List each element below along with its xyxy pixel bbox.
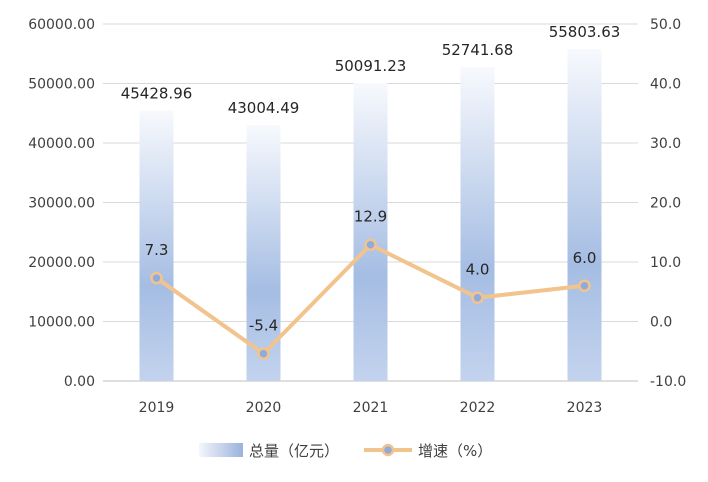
x-axis-tick-label: 2020 — [246, 400, 282, 416]
right-axis-tick-label: 50.0 — [650, 17, 681, 33]
left-axis-tick-label: 50000.00 — [28, 77, 95, 93]
line-marker — [471, 291, 484, 304]
left-axis-tick-label: 10000.00 — [28, 315, 95, 331]
line-marker — [578, 279, 591, 293]
left-axis-tick-label: 20000.00 — [28, 255, 95, 271]
bar — [567, 48, 602, 381]
left-axis: 0.00 10000.00 20000.00 30000.00 40000.00 5000… — [28, 17, 95, 390]
left-axis-tick-label: 30000.00 — [28, 196, 95, 212]
bar — [460, 67, 495, 381]
line-marker — [150, 271, 163, 285]
left-axis-tick-label: 60000.00 — [28, 17, 95, 33]
line-data-label: 7.3 — [145, 241, 169, 259]
bar-series — [139, 48, 602, 381]
legend-bar-swatch — [199, 443, 243, 457]
bar-data-label: 50091.23 — [335, 57, 407, 75]
x-axis-tick-label: 2019 — [139, 400, 175, 416]
right-axis-tick-label: 20.0 — [650, 196, 681, 212]
right-axis-tick-label: -10.0 — [650, 374, 686, 390]
right-axis-tick-label: 30.0 — [650, 136, 681, 152]
left-axis-tick-label: 0.00 — [64, 374, 95, 390]
right-axis-tick-label: 40.0 — [650, 77, 681, 93]
bar — [353, 82, 388, 381]
x-axis-tick-label: 2022 — [460, 400, 496, 416]
line-data-label: 12.9 — [354, 208, 387, 226]
legend: 总量（亿元） 增速（%） — [199, 442, 492, 460]
bar-data-labels: 45428.96 43004.49 50091.23 52741.68 55803.63 — [121, 23, 621, 117]
line-marker — [257, 347, 270, 360]
legend-bar-label: 总量（亿元） — [249, 442, 339, 460]
legend-item-line: 增速（%） — [364, 442, 492, 460]
line-data-label: 6.0 — [573, 249, 597, 267]
line-series — [150, 238, 591, 360]
x-axis-tick-label: 2023 — [567, 400, 603, 416]
bar-data-label: 55803.63 — [549, 23, 621, 41]
line-data-label: -5.4 — [249, 317, 278, 335]
line-marker — [364, 238, 377, 251]
legend-line-label: 增速（%） — [418, 442, 492, 460]
right-axis: -10.0 0.0 10.0 20.0 30.0 40.0 50.0 — [650, 17, 686, 390]
bar-data-label: 45428.96 — [121, 85, 193, 103]
bar — [246, 125, 281, 381]
x-axis: 2019 2020 2021 2022 2023 — [139, 400, 603, 416]
line-data-labels: 7.3 -5.4 12.9 4.0 6.0 — [145, 208, 597, 335]
left-axis-tick-label: 40000.00 — [28, 136, 95, 152]
bar-data-label: 43004.49 — [228, 99, 300, 117]
right-axis-tick-label: 0.0 — [650, 315, 672, 331]
line-data-label: 4.0 — [466, 261, 490, 279]
bar-data-label: 52741.68 — [442, 41, 514, 59]
x-axis-tick-label: 2021 — [353, 400, 389, 416]
legend-line-marker — [381, 443, 395, 457]
bar — [139, 110, 174, 381]
right-axis-tick-label: 10.0 — [650, 255, 681, 271]
legend-item-bar: 总量（亿元） — [199, 442, 339, 460]
